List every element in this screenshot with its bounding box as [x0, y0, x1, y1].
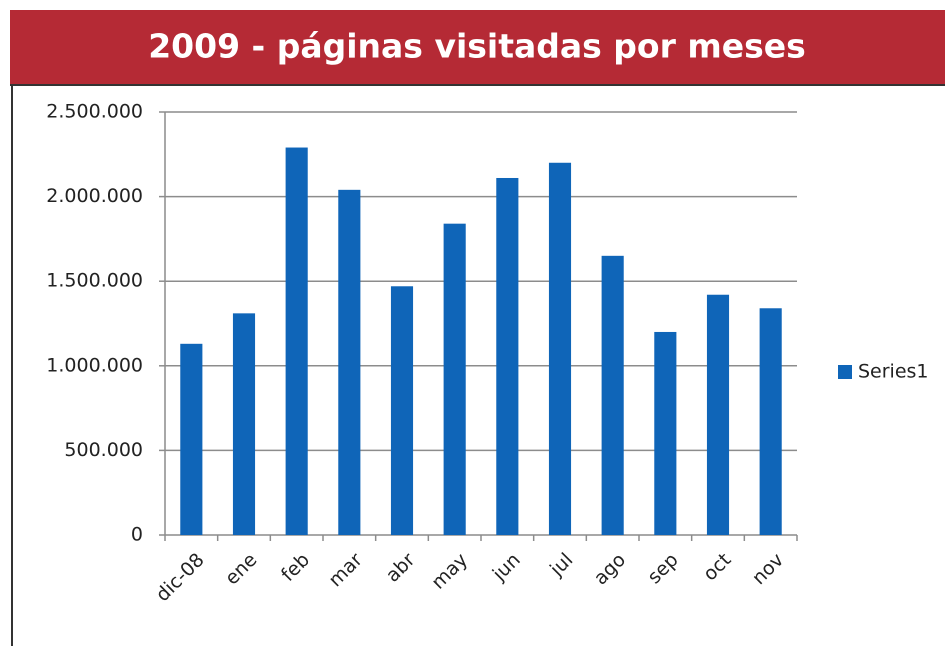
bar	[548, 162, 572, 535]
bar	[601, 255, 624, 535]
x-tick-label: nov	[748, 549, 788, 589]
x-tick-label: jul	[545, 549, 577, 581]
header-bar	[10, 10, 945, 85]
bar	[285, 147, 308, 536]
bar	[654, 331, 677, 535]
y-tick-label: 2.000.000	[46, 185, 143, 207]
legend-swatch	[838, 365, 852, 379]
bar	[390, 286, 414, 535]
x-tick-label: abr	[382, 549, 420, 587]
chart-title: 2009 - páginas visitadas por meses	[148, 27, 806, 66]
bar	[338, 189, 361, 535]
y-tick-label: 1.500.000	[46, 270, 143, 292]
y-tick-label: 0	[131, 524, 143, 546]
x-tick-label: sep	[643, 549, 682, 588]
legend-label: Series1	[858, 361, 929, 383]
x-tick-label: ago	[590, 549, 631, 590]
x-tick-label: mar	[324, 549, 367, 592]
bar	[443, 223, 466, 535]
x-tick-label: feb	[277, 549, 314, 586]
bar	[232, 313, 256, 535]
bar	[496, 177, 519, 535]
y-tick-label: 2.500.000	[46, 101, 143, 123]
y-tick-label: 1.000.000	[46, 354, 143, 376]
y-tick-label: 500.000	[64, 439, 143, 461]
x-tick-label: oct	[699, 549, 735, 585]
x-tick-label: may	[427, 549, 472, 594]
x-tick-label: jun	[488, 549, 525, 586]
bar	[706, 294, 730, 535]
bar	[759, 308, 782, 535]
x-tick-label: ene	[221, 549, 262, 590]
bar	[180, 343, 203, 535]
x-tick-label: dic-08	[152, 549, 209, 606]
